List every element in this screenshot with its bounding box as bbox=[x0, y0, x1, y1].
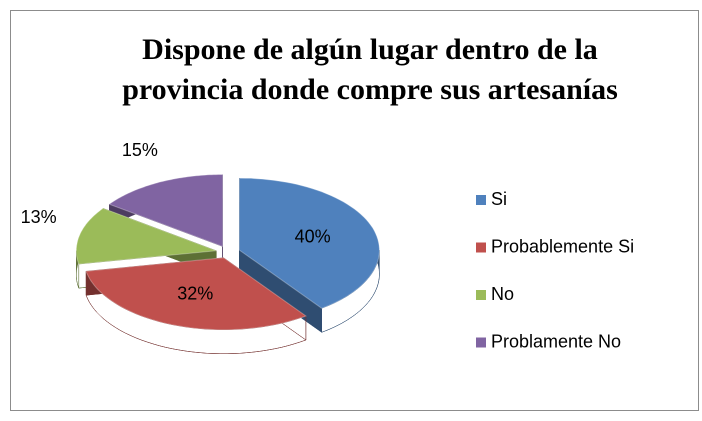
slice bbox=[238, 177, 380, 309]
legend-swatch bbox=[476, 290, 486, 300]
legend-label: Probablemente Si bbox=[491, 236, 634, 256]
slice bbox=[75, 207, 217, 265]
data-label: 40% bbox=[295, 227, 331, 247]
legend-swatch bbox=[476, 195, 486, 205]
data-label: 15% bbox=[122, 140, 158, 160]
chart-title: Dispone de algún lugar dentro de la prov… bbox=[122, 33, 618, 106]
data-label: 13% bbox=[21, 207, 57, 227]
legend-label: Problamente No bbox=[491, 331, 621, 351]
legend-label: No bbox=[491, 284, 514, 304]
slice bbox=[108, 174, 224, 248]
legend-swatch bbox=[476, 242, 486, 253]
slice bbox=[85, 257, 307, 331]
data-label: 32% bbox=[177, 283, 213, 303]
legend-swatch bbox=[476, 337, 486, 348]
legend-label: Si bbox=[491, 189, 507, 209]
